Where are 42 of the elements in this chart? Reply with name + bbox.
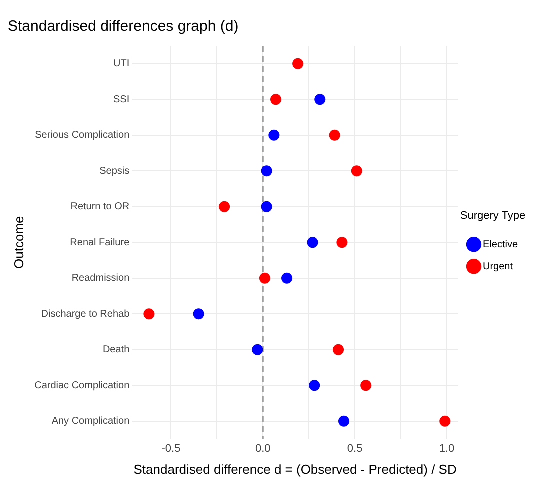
point [193, 308, 204, 320]
legend-title: Surgery Type [460, 210, 526, 222]
point [219, 201, 230, 212]
x-tick-label: 1.0 [439, 442, 455, 455]
point [261, 201, 272, 212]
y-tick-label: Discharge to Rehab [41, 308, 130, 320]
point [144, 308, 155, 320]
y-tick-label: Any Complication [52, 416, 130, 428]
point [307, 237, 318, 248]
point [292, 58, 304, 70]
point [351, 166, 362, 177]
point [314, 94, 326, 106]
y-tick-label: Death [102, 344, 130, 356]
point [336, 237, 348, 248]
legend-label: Urgent [482, 261, 514, 272]
y-tick-label: Renal Failure [70, 237, 130, 248]
point [268, 130, 280, 141]
x-tick-label: 0.5 [347, 442, 363, 455]
point [282, 272, 293, 284]
point [309, 380, 320, 392]
y-tick-label: SSI [114, 94, 130, 106]
y-tick-label: Cardiac Complication [34, 380, 130, 392]
point [259, 272, 270, 284]
y-tick-label: UTI [114, 58, 130, 70]
x-tick-label: -0.5 [162, 442, 181, 455]
point [329, 130, 340, 141]
point [252, 344, 264, 356]
point [261, 166, 272, 177]
chart-title: Standardised differences graph (d) [8, 18, 239, 36]
y-tick-label: Sepsis [100, 166, 130, 177]
point [270, 94, 282, 106]
y-tick-label: Readmission [72, 273, 130, 284]
x-tick-label: 0.0 [255, 442, 271, 455]
y-axis-title: Outcome [11, 216, 26, 269]
y-tick-label: Serious Complication [35, 130, 130, 142]
point [440, 416, 451, 427]
x-axis-title: Standardised difference d = (Observed - Predicted) / SD [134, 462, 457, 477]
legend-label: Elective [482, 239, 518, 250]
point [338, 416, 350, 427]
point [333, 344, 344, 356]
point [360, 380, 372, 392]
y-tick-label: Return to OR [70, 202, 130, 213]
